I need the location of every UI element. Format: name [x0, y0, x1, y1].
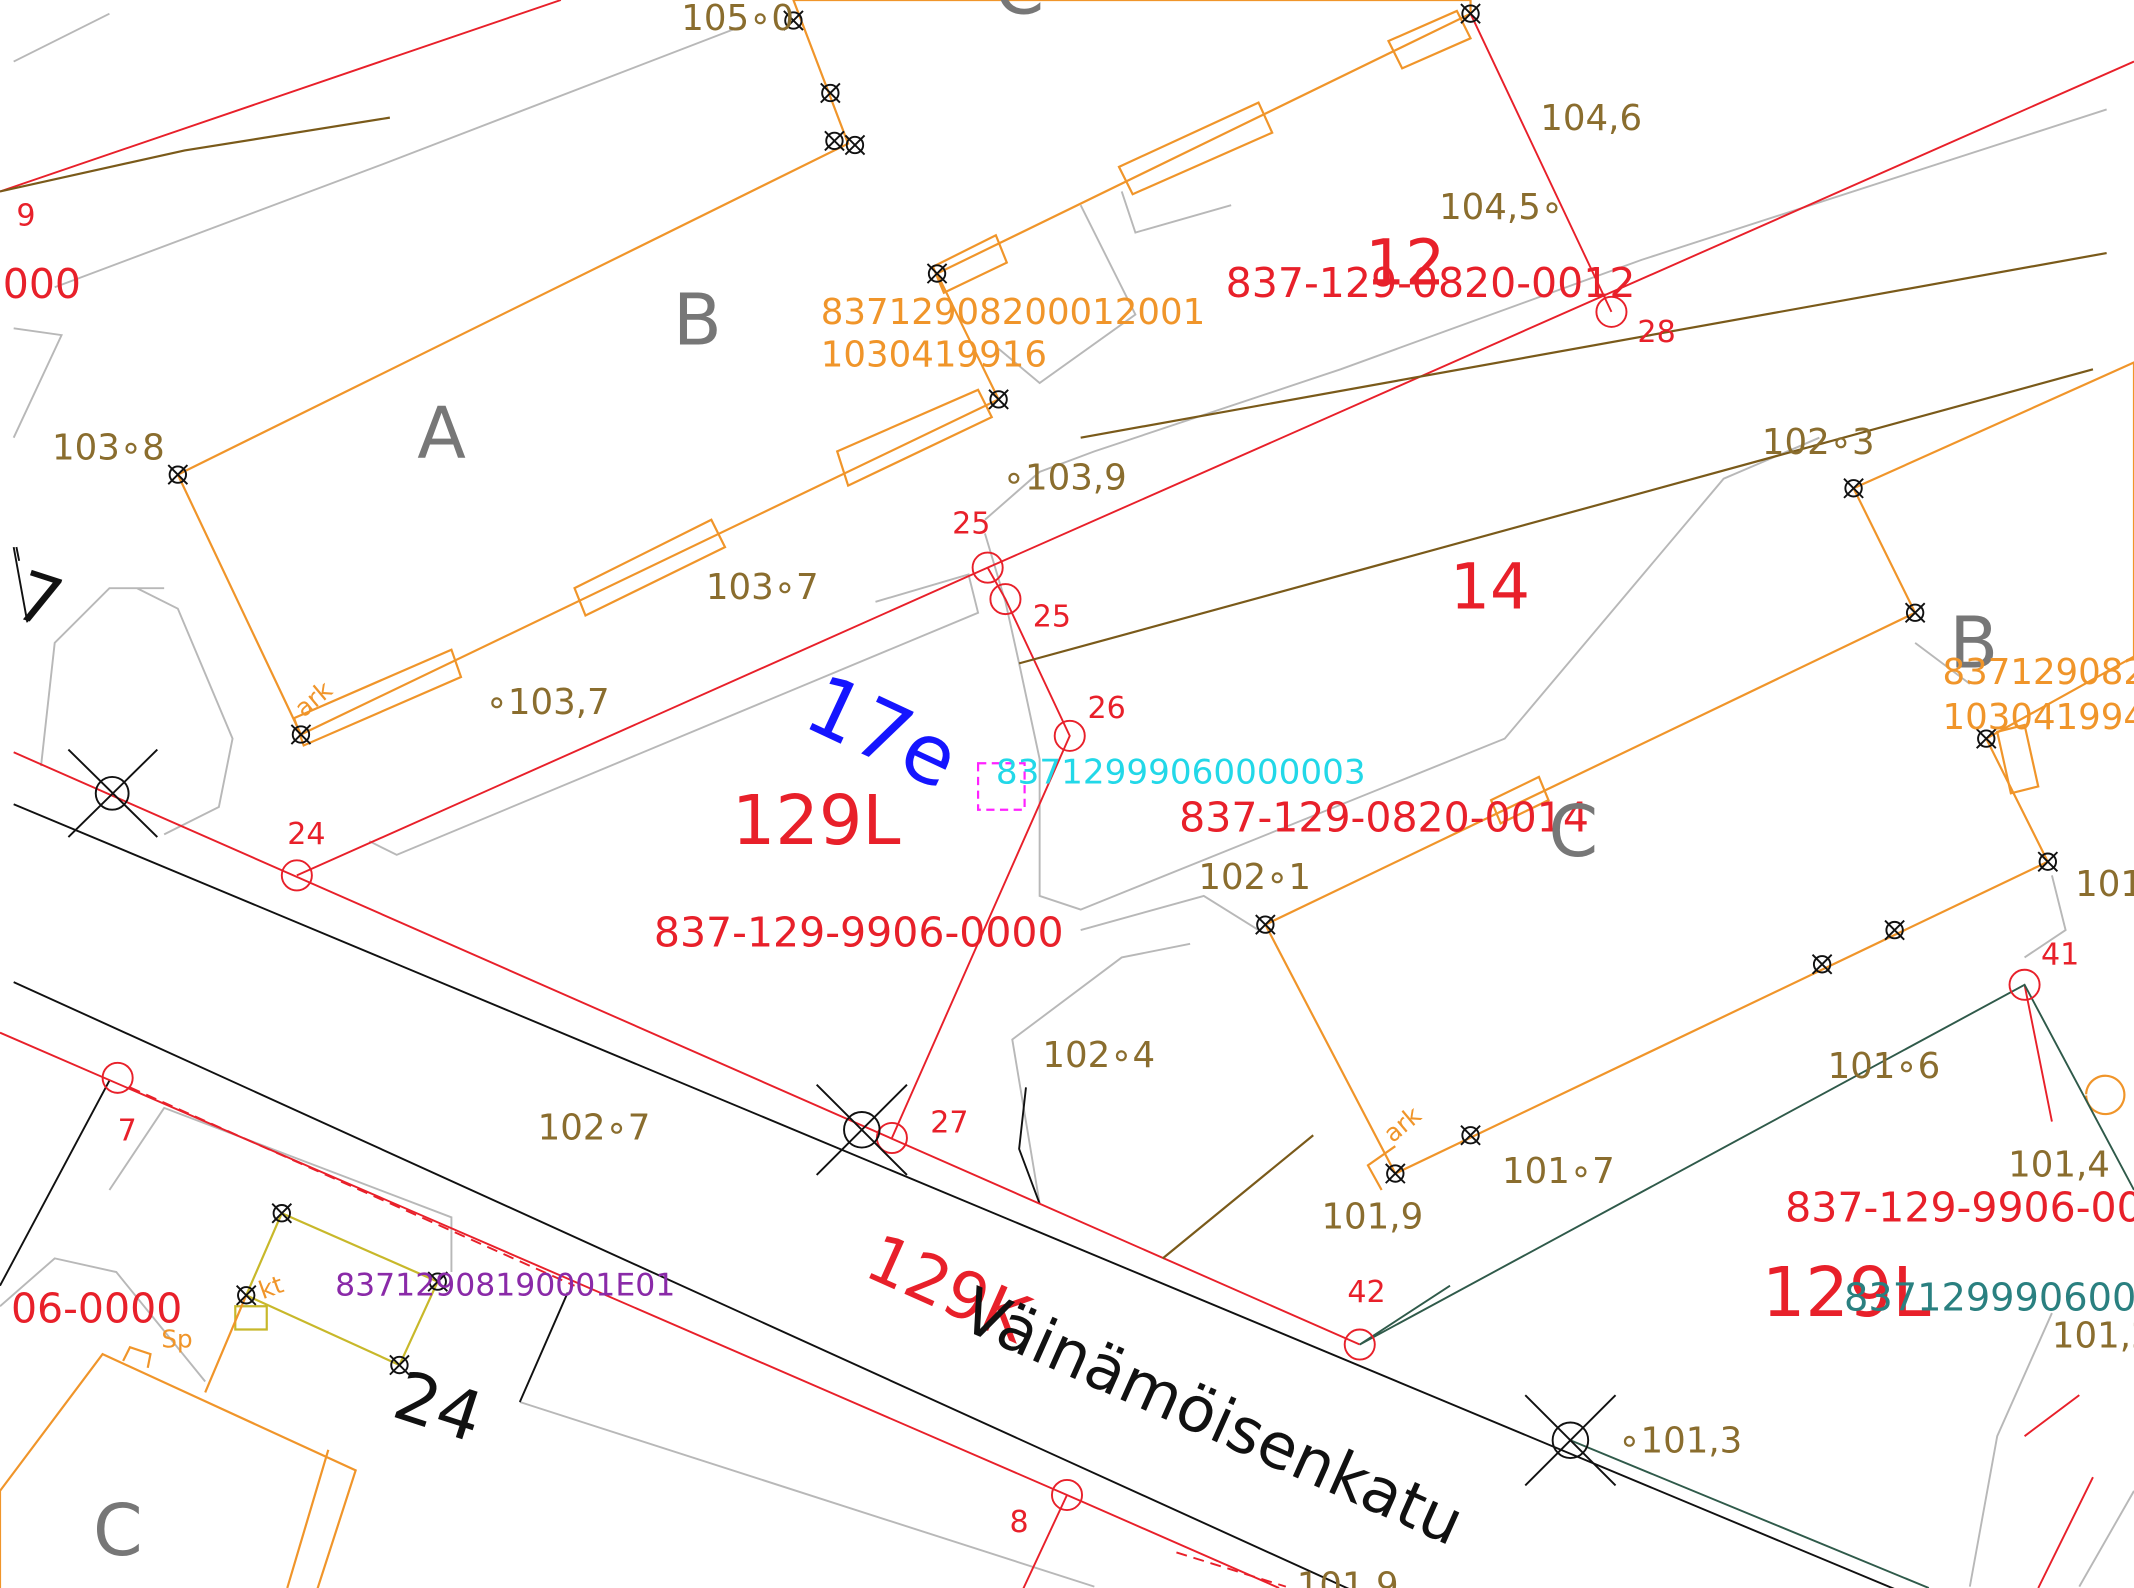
block-letter: A: [417, 392, 466, 475]
parcel-id: 000: [3, 260, 81, 308]
point-number: 27: [930, 1106, 968, 1141]
height-label: 104,5∘: [1439, 187, 1563, 228]
parcel-id: 06-0000: [11, 1285, 182, 1333]
height-label: 103∘7: [706, 567, 819, 608]
parcel-id: 837-129-0820-0014: [1179, 794, 1589, 842]
height-label: ∘101,3: [1618, 1421, 1742, 1462]
point-number: 42: [1347, 1275, 1385, 1310]
corner-marker: [1885, 921, 1904, 940]
point-marker: [103, 1063, 133, 1093]
point-number: 41: [2041, 937, 2079, 972]
corner-markers: [168, 4, 2057, 1375]
height-label: 101,4: [2008, 1144, 2110, 1185]
street-lamp: [68, 750, 157, 838]
corner-marker: [1906, 603, 1925, 622]
point-number: 24: [287, 817, 325, 852]
building-id: 83712908200012001: [821, 292, 1206, 333]
corner-marker: [272, 1204, 291, 1223]
annotation: ark: [1378, 1100, 1427, 1148]
corner-marker: [1386, 1164, 1405, 1183]
corner-marker: [2038, 852, 2057, 871]
corner-marker: [1256, 915, 1275, 934]
height-label: 101∘6: [1828, 1046, 1941, 1087]
building: [0, 1354, 356, 1588]
height-label: 101: [2075, 864, 2134, 905]
height-label: 101,9: [1321, 1196, 1423, 1237]
corner-marker: [291, 725, 310, 744]
height-label: 101,9: [1297, 1566, 1399, 1588]
point-number: 26: [1088, 691, 1126, 726]
page: { "heights": ["105∘0", "104,6", "104,5∘"…: [0, 0, 2134, 1588]
address-number: 24: [385, 1357, 492, 1459]
point-number: 9: [16, 199, 35, 234]
street-lamp: [817, 1085, 907, 1175]
object-id: 83712999060000003: [996, 753, 1366, 793]
corner-marker: [927, 264, 946, 283]
object-id: 837129990600: [1844, 1275, 2134, 1320]
building-id: 1030419949: [1942, 697, 2134, 738]
parcel-number: 129L: [732, 782, 901, 861]
point-marker: [282, 860, 312, 890]
height-label: 104,6: [1540, 98, 1642, 139]
height-label: 102∘3: [1762, 422, 1875, 463]
height-label: 102∘4: [1042, 1035, 1155, 1076]
address-number: 7: [6, 557, 72, 646]
parcel-number: 14: [1450, 551, 1530, 624]
height-label: 105∘0: [681, 0, 794, 39]
point-number: 8: [1010, 1505, 1029, 1540]
point-number: 7: [118, 1114, 137, 1149]
building: [1265, 362, 2134, 1173]
point-number: 28: [1637, 315, 1675, 350]
parcel-number: 12: [1365, 227, 1445, 300]
block-letter: C: [1549, 790, 1599, 873]
block-letter: B: [673, 279, 722, 362]
height-label: 102∘1: [1198, 857, 1311, 898]
map: 105∘0 104,6 104,5∘ 103∘8 ∘103,9 103∘7 ∘103,7 10…: [0, 0, 2134, 1588]
annotation: kt: [255, 1269, 288, 1305]
block-letter: C: [994, 0, 1044, 31]
corner-marker: [989, 390, 1008, 409]
parcel-id: 837-129-9906-00: [1785, 1183, 2134, 1231]
point-number: 25: [1033, 599, 1071, 634]
annotation: Sp: [161, 1324, 192, 1353]
height-label: ∘103,9: [1003, 458, 1127, 499]
height-label: 101,2: [2052, 1315, 2134, 1356]
height-label: 103∘8: [52, 428, 165, 469]
block-letter: C: [93, 1489, 143, 1572]
corner-marker: [168, 465, 187, 484]
parcel-id: 837-129-9906-0000: [654, 909, 1064, 957]
object-id: 83712908190001E01: [335, 1267, 675, 1303]
shed: [123, 1295, 328, 1588]
corner-marker: [1844, 479, 1863, 498]
height-label: ∘103,7: [486, 682, 610, 723]
corner-marker: [845, 135, 864, 154]
corner-marker: [825, 131, 844, 150]
labels: 105∘0 104,6 104,5∘ 103∘8 ∘103,9 103∘7 ∘103,7 10…: [3, 0, 2134, 1588]
height-label: 101∘7: [1502, 1151, 1615, 1192]
point-number: 25: [952, 506, 990, 541]
street-name: Väinämöisenkatu: [951, 1274, 1474, 1560]
building-id: 1030419916: [821, 335, 1047, 376]
corner-marker: [237, 1286, 256, 1305]
height-label: 102∘7: [538, 1107, 651, 1148]
building-id: 8371290820: [1942, 652, 2134, 693]
annotation: ark: [289, 675, 338, 723]
corner-marker: [1813, 955, 1832, 974]
